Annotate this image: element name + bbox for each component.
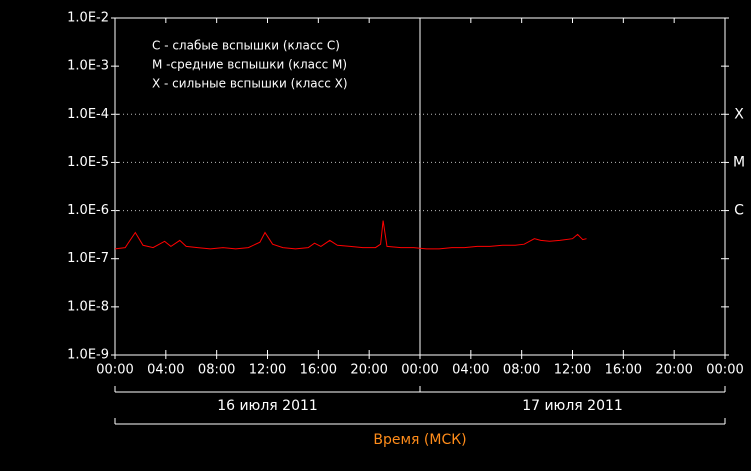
level-label: X	[734, 106, 744, 122]
x-tick-label: 00:00	[706, 363, 743, 378]
x-tick-label: 04:00	[452, 363, 489, 378]
y-tick-label: 1.0E-5	[67, 155, 109, 170]
x-tick-label: 16:00	[300, 363, 337, 378]
legend-text: M -средние вспышки (класс M)	[152, 58, 347, 72]
y-tick-label: 1.0E-4	[67, 107, 109, 122]
x-tick-label: 08:00	[198, 363, 235, 378]
x-tick-label: 20:00	[350, 363, 387, 378]
x-axis-label: Время (МСК)	[373, 432, 466, 448]
x-tick-label: 04:00	[147, 363, 184, 378]
x-tick-label: 12:00	[554, 363, 591, 378]
x-tick-label: 20:00	[655, 363, 692, 378]
y-tick-label: 1.0E-3	[67, 59, 109, 74]
legend-text: X - сильные вспышки (класс X)	[152, 77, 348, 91]
day-label: 17 июля 2011	[522, 398, 623, 414]
x-tick-label: 00:00	[96, 363, 133, 378]
level-label: C	[734, 203, 744, 219]
day-label: 16 июля 2011	[217, 398, 318, 414]
x-tick-label: 00:00	[401, 363, 438, 378]
data-line	[114, 220, 587, 250]
x-tick-label: 08:00	[503, 363, 540, 378]
x-tick-label: 12:00	[249, 363, 286, 378]
x-tick-label: 16:00	[605, 363, 642, 378]
y-tick-label: 1.0E-9	[67, 348, 109, 363]
y-tick-label: 1.0E-6	[67, 203, 109, 218]
y-tick-label: 1.0E-8	[67, 299, 109, 314]
legend-text: C - слабые вспышки (класс C)	[152, 39, 340, 53]
y-tick-label: 1.0E-7	[67, 251, 109, 266]
y-tick-label: 1.0E-2	[67, 11, 109, 26]
level-label: M	[733, 154, 745, 170]
